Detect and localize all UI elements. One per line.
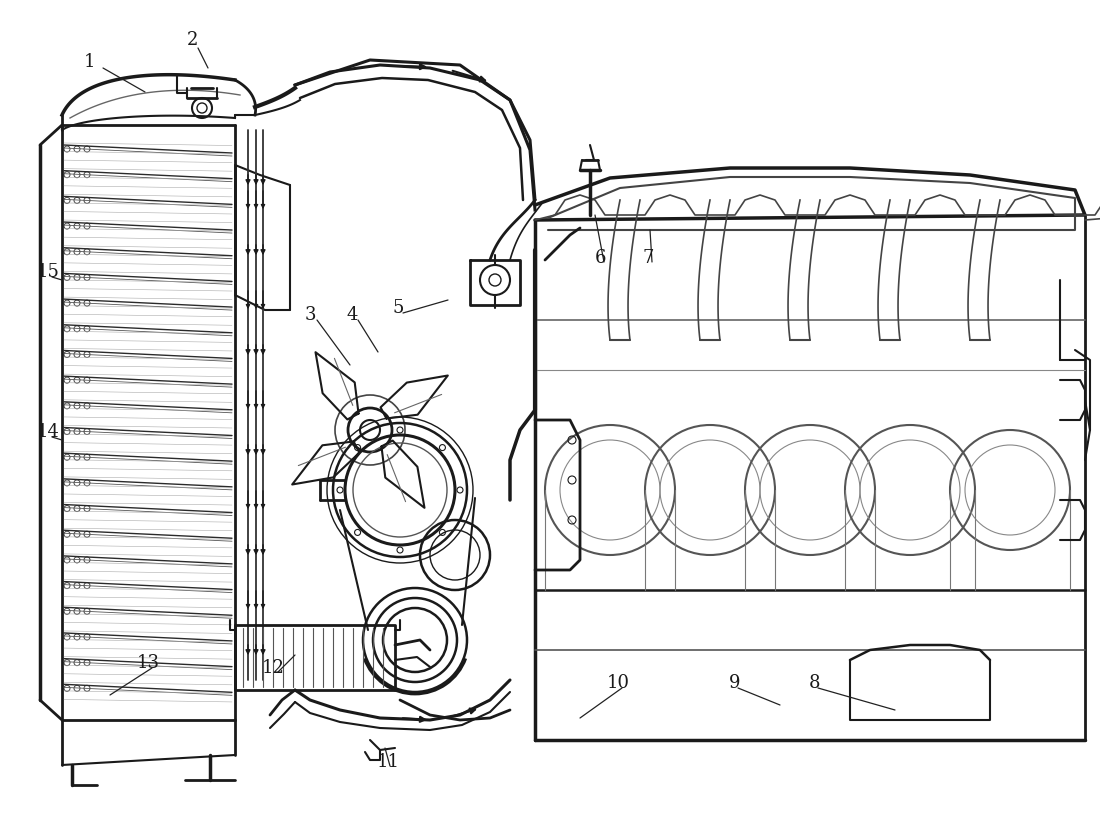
Text: 7: 7 bbox=[642, 249, 653, 267]
Text: 13: 13 bbox=[136, 654, 160, 672]
Text: 2: 2 bbox=[186, 31, 198, 49]
Text: 6: 6 bbox=[594, 249, 606, 267]
Text: 11: 11 bbox=[376, 753, 399, 771]
Text: 4: 4 bbox=[346, 306, 358, 324]
Text: 8: 8 bbox=[810, 674, 821, 692]
Text: 3: 3 bbox=[305, 306, 316, 324]
Text: 5: 5 bbox=[393, 299, 404, 317]
Text: 1: 1 bbox=[85, 53, 96, 71]
Text: 14: 14 bbox=[36, 423, 59, 441]
Text: 10: 10 bbox=[606, 674, 629, 692]
Text: 12: 12 bbox=[262, 659, 285, 677]
Text: 9: 9 bbox=[729, 674, 740, 692]
Text: 15: 15 bbox=[36, 263, 59, 281]
